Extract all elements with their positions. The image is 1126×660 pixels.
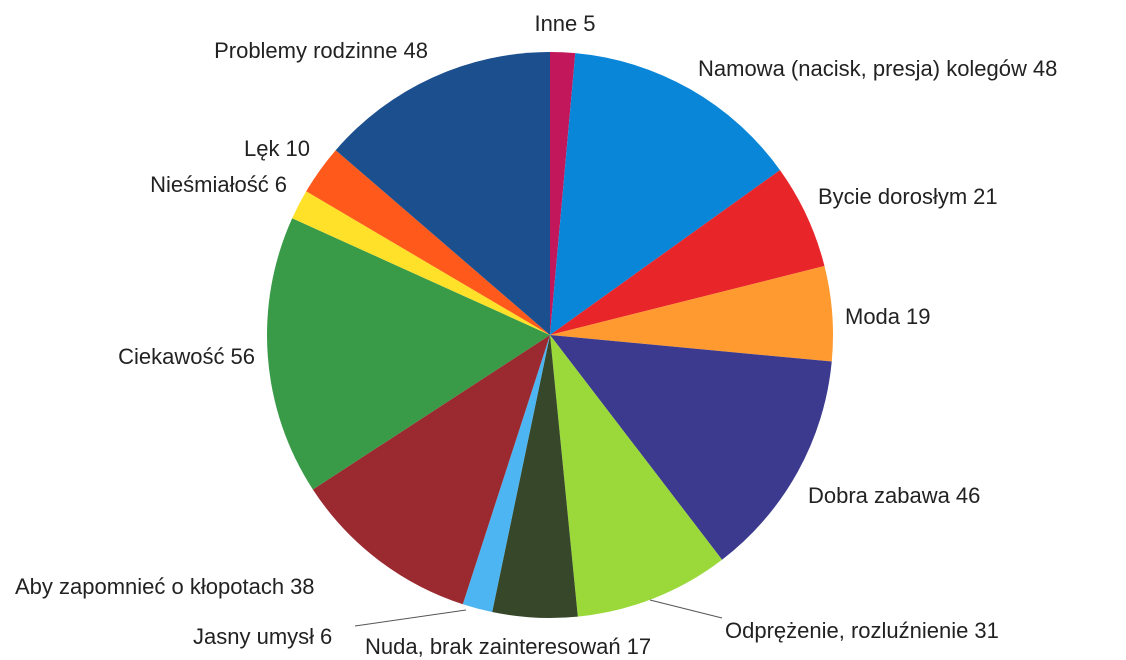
pie — [267, 52, 833, 618]
pie-slice — [550, 335, 723, 617]
slice-label: Bycie dorosłym 21 — [818, 184, 998, 209]
slice-label: Namowa (nacisk, presja) kolegów 48 — [698, 56, 1057, 81]
slice-label-name: Namowa (nacisk, presja) kolegów — [698, 56, 1027, 81]
pie-slice — [550, 266, 833, 362]
slice-label: Nieśmiałość 6 — [150, 172, 287, 197]
slice-label-name: Inne — [534, 11, 577, 36]
slice-label-name: Problemy rodzinne — [214, 38, 397, 63]
pie-slice — [335, 52, 550, 335]
slice-label-value: 38 — [290, 574, 314, 599]
slice-label-value: 17 — [627, 634, 651, 659]
slice-label: Odprężenie, rozluźnienie 31 — [725, 618, 999, 643]
slice-label: Nuda, brak zainteresowań 17 — [365, 634, 651, 659]
slice-label-value: 6 — [320, 624, 332, 649]
pie-slice — [550, 335, 832, 560]
slice-label-value: 19 — [906, 304, 930, 329]
slice-label: Dobra zabawa 46 — [808, 483, 980, 508]
pie-slice — [550, 170, 825, 335]
slice-label-value: 56 — [231, 344, 255, 369]
slice-label: Ciekawość 56 — [118, 344, 255, 369]
pie-slice — [312, 335, 550, 605]
slice-label: Inne 5 — [534, 11, 595, 36]
slice-label-value: 6 — [275, 172, 287, 197]
slice-label-value: 10 — [286, 136, 310, 161]
slice-label-name: Odprężenie, rozluźnienie — [725, 618, 968, 643]
slice-label-name: Moda — [845, 304, 901, 329]
slice-label: Aby zapomnieć o kłopotach 38 — [15, 574, 315, 599]
pie-slice — [550, 52, 576, 335]
slice-label-value: 21 — [973, 184, 997, 209]
slice-label: Lęk 10 — [244, 136, 310, 161]
slice-label-name: Ciekawość — [118, 344, 224, 369]
slice-label: Jasny umysł 6 — [193, 624, 332, 649]
slice-label: Problemy rodzinne 48 — [214, 38, 428, 63]
pie-slice — [492, 335, 578, 618]
slice-label-name: Bycie dorosłym — [818, 184, 967, 209]
slice-label-value: 48 — [1033, 56, 1057, 81]
pie-slice — [550, 53, 780, 335]
pie-slice — [306, 150, 550, 335]
slice-label-name: Jasny umysł — [193, 624, 314, 649]
slice-label-name: Nieśmiałość — [150, 172, 269, 197]
slice-label: Moda 19 — [845, 304, 931, 329]
slice-label-value: 5 — [583, 11, 595, 36]
slice-label-value: 48 — [404, 38, 428, 63]
slice-label-name: Lęk — [244, 136, 280, 161]
pie-slice — [267, 218, 550, 490]
pie-slice — [292, 191, 550, 335]
leader-line — [649, 599, 723, 619]
slice-label-name: Aby zapomnieć o kłopotach — [15, 574, 284, 599]
pie-slice — [462, 335, 550, 613]
slice-label-value: 46 — [956, 483, 980, 508]
slice-label-name: Dobra zabawa — [808, 483, 951, 508]
slice-label-name: Nuda, brak zainteresowań — [365, 634, 621, 659]
slice-label-value: 31 — [974, 618, 998, 643]
leader-line — [354, 609, 467, 627]
